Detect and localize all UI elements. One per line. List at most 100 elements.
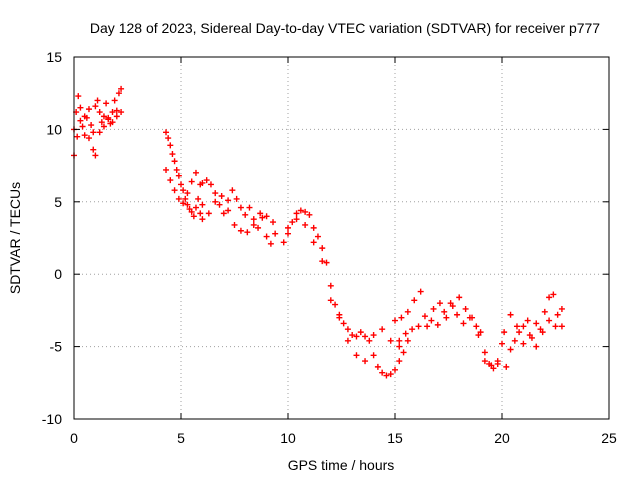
data-point <box>233 195 240 202</box>
data-point <box>507 346 514 353</box>
data-point <box>396 358 403 365</box>
data-point <box>96 109 103 116</box>
data-point <box>190 213 197 220</box>
data-point <box>310 224 317 231</box>
data-point <box>554 311 561 318</box>
data-point <box>362 333 369 340</box>
data-point <box>180 200 187 207</box>
data-point <box>75 93 82 100</box>
data-point <box>558 323 565 330</box>
data-point <box>285 230 291 237</box>
data-point <box>94 97 101 104</box>
data-point <box>167 142 174 149</box>
data-point <box>255 224 262 231</box>
data-point <box>319 245 326 252</box>
data-point <box>552 323 559 330</box>
data-point <box>511 337 518 344</box>
data-point <box>387 337 394 344</box>
data-series <box>280 207 407 379</box>
data-point <box>285 224 291 231</box>
data-point <box>481 358 488 365</box>
x-axis-label: GPS time / hours <box>288 457 395 473</box>
data-point <box>246 204 253 211</box>
data-point <box>417 288 424 295</box>
data-point <box>533 320 540 327</box>
data-point <box>216 201 223 208</box>
data-point <box>392 366 398 373</box>
data-point <box>220 210 227 217</box>
y-tick-label: 10 <box>46 121 62 137</box>
data-point <box>250 216 257 223</box>
data-point <box>263 213 270 220</box>
grid <box>74 57 609 419</box>
data-point <box>344 326 351 333</box>
data-point <box>207 181 214 188</box>
plot-frame <box>73 56 610 420</box>
data-point <box>332 301 339 308</box>
data-point <box>400 349 407 356</box>
data-point <box>297 207 304 214</box>
data-point <box>163 129 170 136</box>
data-point <box>327 297 334 304</box>
data-point <box>74 133 81 140</box>
data-point <box>212 198 219 205</box>
data-point <box>212 190 219 197</box>
data-point <box>257 210 264 217</box>
y-tick-label: -5 <box>50 339 63 355</box>
data-point <box>558 305 565 312</box>
y-tick-label: -10 <box>42 411 62 427</box>
data-point <box>105 114 112 121</box>
data-point <box>507 311 514 318</box>
data-point <box>180 187 187 194</box>
y-axis-label: SDTVAR / TECUs <box>7 182 23 294</box>
data-point <box>441 308 448 315</box>
data-point <box>242 211 249 218</box>
data-series <box>71 85 125 139</box>
data-point <box>173 166 180 173</box>
data-point <box>310 239 317 246</box>
data-point <box>374 363 381 370</box>
data-point <box>250 221 257 228</box>
data-point <box>182 195 189 202</box>
data-series <box>163 129 206 223</box>
data-point <box>428 317 435 324</box>
data-point <box>415 323 422 330</box>
data-point <box>267 240 274 247</box>
data-point <box>293 216 300 223</box>
data-point <box>203 177 210 184</box>
data-point <box>115 90 122 97</box>
data-point <box>454 311 461 318</box>
data-point <box>98 119 105 126</box>
data-point <box>526 332 533 339</box>
data-point <box>402 330 409 337</box>
data-point <box>379 369 386 376</box>
data-point <box>81 113 88 120</box>
data-point <box>199 216 206 223</box>
data-point <box>430 305 437 312</box>
data-point <box>456 294 463 301</box>
data-point <box>100 113 107 120</box>
data-point <box>383 372 390 379</box>
data-point <box>344 337 351 344</box>
chart-title: Day 128 of 2023, Sidereal Day-to-day VTE… <box>90 20 600 36</box>
data-point <box>199 179 206 186</box>
x-tick-label: 20 <box>494 430 510 446</box>
data-point <box>481 349 488 356</box>
data-point <box>244 229 251 236</box>
data-point <box>513 323 520 330</box>
data-point <box>92 152 99 159</box>
data-point <box>171 187 178 194</box>
data-point <box>302 208 309 215</box>
data-series <box>163 166 204 207</box>
data-point <box>501 329 508 336</box>
data-point <box>370 352 377 359</box>
data-point <box>460 320 467 327</box>
data-point <box>366 337 373 344</box>
x-tick-labels: 0 5 10 15 20 25 <box>70 430 617 446</box>
y-tick-label: 5 <box>54 194 62 210</box>
data-point <box>340 320 347 327</box>
data-point <box>88 122 95 129</box>
data-point <box>357 329 364 336</box>
data-point <box>199 201 206 208</box>
data-point <box>175 172 182 179</box>
